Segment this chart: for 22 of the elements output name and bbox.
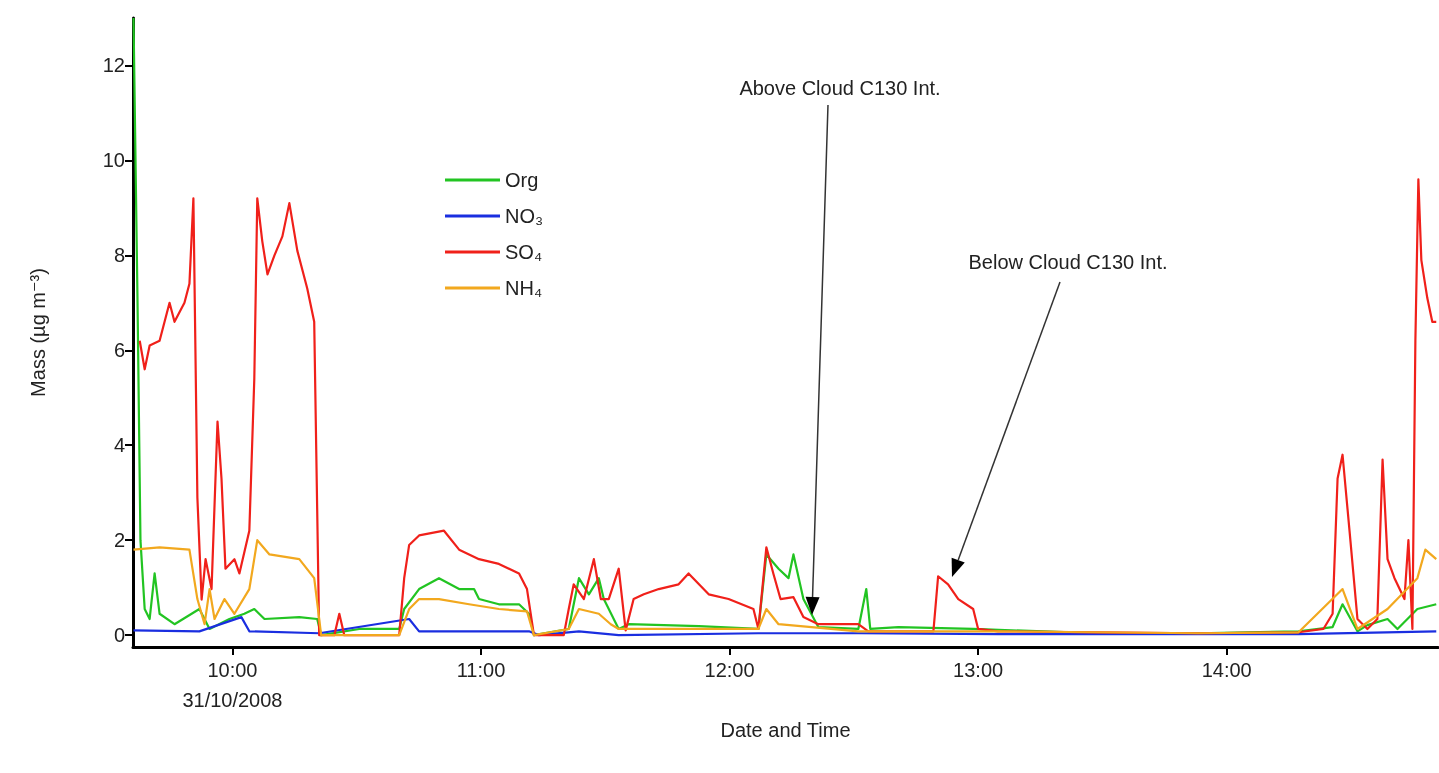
y-tick-label: 6: [113, 339, 125, 362]
y-tick-label: 8: [113, 244, 125, 267]
legend-label: NH₄: [505, 277, 543, 299]
annotation: Above Cloud C130 Int.: [739, 77, 941, 99]
x-axis-title: Date and Time: [720, 718, 851, 741]
annotation: Below Cloud C130 Int.: [968, 251, 1168, 273]
line-series: [132, 539, 1438, 637]
x-tick-label: 10:00 31/10/2008: [182, 659, 283, 711]
x-tick-label: 11:00: [456, 659, 506, 681]
y-tick-label: 12: [102, 54, 125, 77]
x-tick-label: 13:00: [953, 659, 1004, 681]
y-tick-label: 0: [113, 624, 125, 647]
legend-label: NO₃: [505, 205, 544, 227]
x-tick-label: 14:00: [1201, 659, 1252, 681]
legend-label: SO₄: [505, 241, 543, 263]
line-series: [132, 615, 1438, 637]
legend-label: Org: [505, 169, 539, 191]
y-tick-label: 10: [102, 149, 125, 172]
y-tick-label: 2: [113, 529, 125, 552]
x-tick-label: 12:00: [704, 659, 755, 681]
y-tick-label: 4: [113, 434, 125, 457]
y-axis-title: Mass (µg m⁻³): [27, 268, 49, 397]
